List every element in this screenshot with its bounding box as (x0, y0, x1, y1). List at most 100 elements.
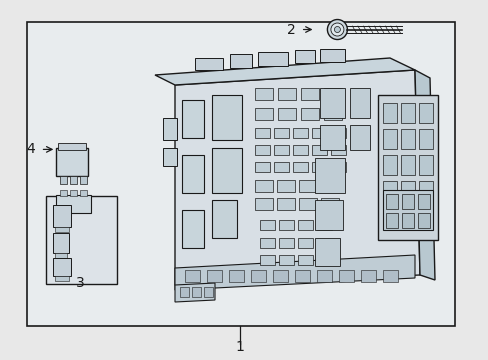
Bar (401, 194, 413, 209)
Bar (297, 220, 312, 230)
Bar (70, 176, 77, 184)
Bar (418, 103, 432, 123)
Bar (418, 155, 432, 175)
Bar (360, 270, 375, 282)
Bar (229, 54, 251, 68)
Text: 2: 2 (286, 23, 295, 36)
Bar (294, 270, 309, 282)
Bar (417, 194, 429, 209)
Bar (385, 194, 397, 209)
Bar (382, 207, 396, 227)
Bar (254, 128, 269, 138)
Bar (55, 227, 69, 232)
Bar (297, 238, 312, 248)
Bar (56, 148, 88, 176)
Bar (254, 180, 272, 192)
Bar (382, 155, 396, 175)
Bar (276, 198, 294, 210)
Bar (212, 95, 242, 140)
Bar (349, 88, 369, 118)
Bar (320, 198, 338, 210)
Bar (417, 213, 429, 228)
Text: 3: 3 (76, 276, 85, 289)
Bar (58, 143, 86, 150)
Bar (278, 88, 295, 100)
Bar (203, 287, 213, 297)
Bar (279, 238, 293, 248)
Bar (400, 129, 414, 149)
Bar (298, 198, 316, 210)
Bar (250, 270, 265, 282)
Bar (311, 162, 326, 172)
Bar (254, 198, 272, 210)
Bar (273, 128, 288, 138)
Bar (316, 270, 331, 282)
Bar (316, 255, 331, 265)
Bar (80, 190, 87, 196)
Bar (53, 258, 71, 276)
Bar (314, 200, 342, 230)
Bar (382, 103, 396, 123)
Polygon shape (155, 58, 414, 85)
Bar (254, 145, 269, 155)
Bar (53, 233, 69, 253)
Bar (400, 103, 414, 123)
Bar (212, 200, 237, 238)
Bar (180, 287, 189, 297)
Bar (70, 190, 77, 196)
Bar (195, 58, 223, 70)
Bar (279, 255, 293, 265)
Bar (60, 176, 67, 184)
Bar (80, 176, 87, 184)
Bar (163, 118, 177, 140)
Bar (258, 52, 287, 66)
Text: 1: 1 (235, 341, 244, 354)
Bar (273, 145, 288, 155)
Circle shape (334, 27, 340, 32)
Bar (319, 125, 345, 150)
Bar (292, 128, 307, 138)
Bar (314, 158, 345, 193)
Polygon shape (414, 70, 434, 280)
Bar (418, 181, 432, 201)
Bar (382, 181, 396, 201)
Bar (55, 276, 69, 281)
Circle shape (330, 23, 343, 36)
Bar (418, 129, 432, 149)
Bar (311, 145, 326, 155)
Bar (311, 128, 326, 138)
Bar (418, 207, 432, 227)
Bar (330, 145, 346, 155)
Bar (279, 220, 293, 230)
Bar (273, 162, 288, 172)
Bar (192, 287, 201, 297)
Bar (294, 50, 314, 63)
Bar (377, 95, 437, 240)
Bar (254, 108, 272, 120)
Bar (301, 88, 318, 100)
Bar (55, 253, 67, 258)
Bar (320, 180, 338, 192)
Bar (382, 129, 396, 149)
Bar (260, 255, 274, 265)
Bar (314, 238, 339, 266)
Bar (260, 238, 274, 248)
Bar (330, 162, 346, 172)
Bar (276, 180, 294, 192)
Bar (301, 108, 318, 120)
Polygon shape (175, 283, 215, 302)
Bar (319, 49, 345, 62)
Bar (56, 195, 91, 213)
Bar (316, 220, 331, 230)
Bar (324, 88, 341, 100)
Bar (206, 270, 222, 282)
Text: 4: 4 (26, 143, 35, 156)
Bar (27, 22, 454, 326)
Bar (278, 108, 295, 120)
Bar (400, 207, 414, 227)
Bar (60, 190, 67, 196)
Bar (349, 125, 369, 150)
Bar (385, 213, 397, 228)
Bar (382, 270, 397, 282)
Bar (297, 255, 312, 265)
